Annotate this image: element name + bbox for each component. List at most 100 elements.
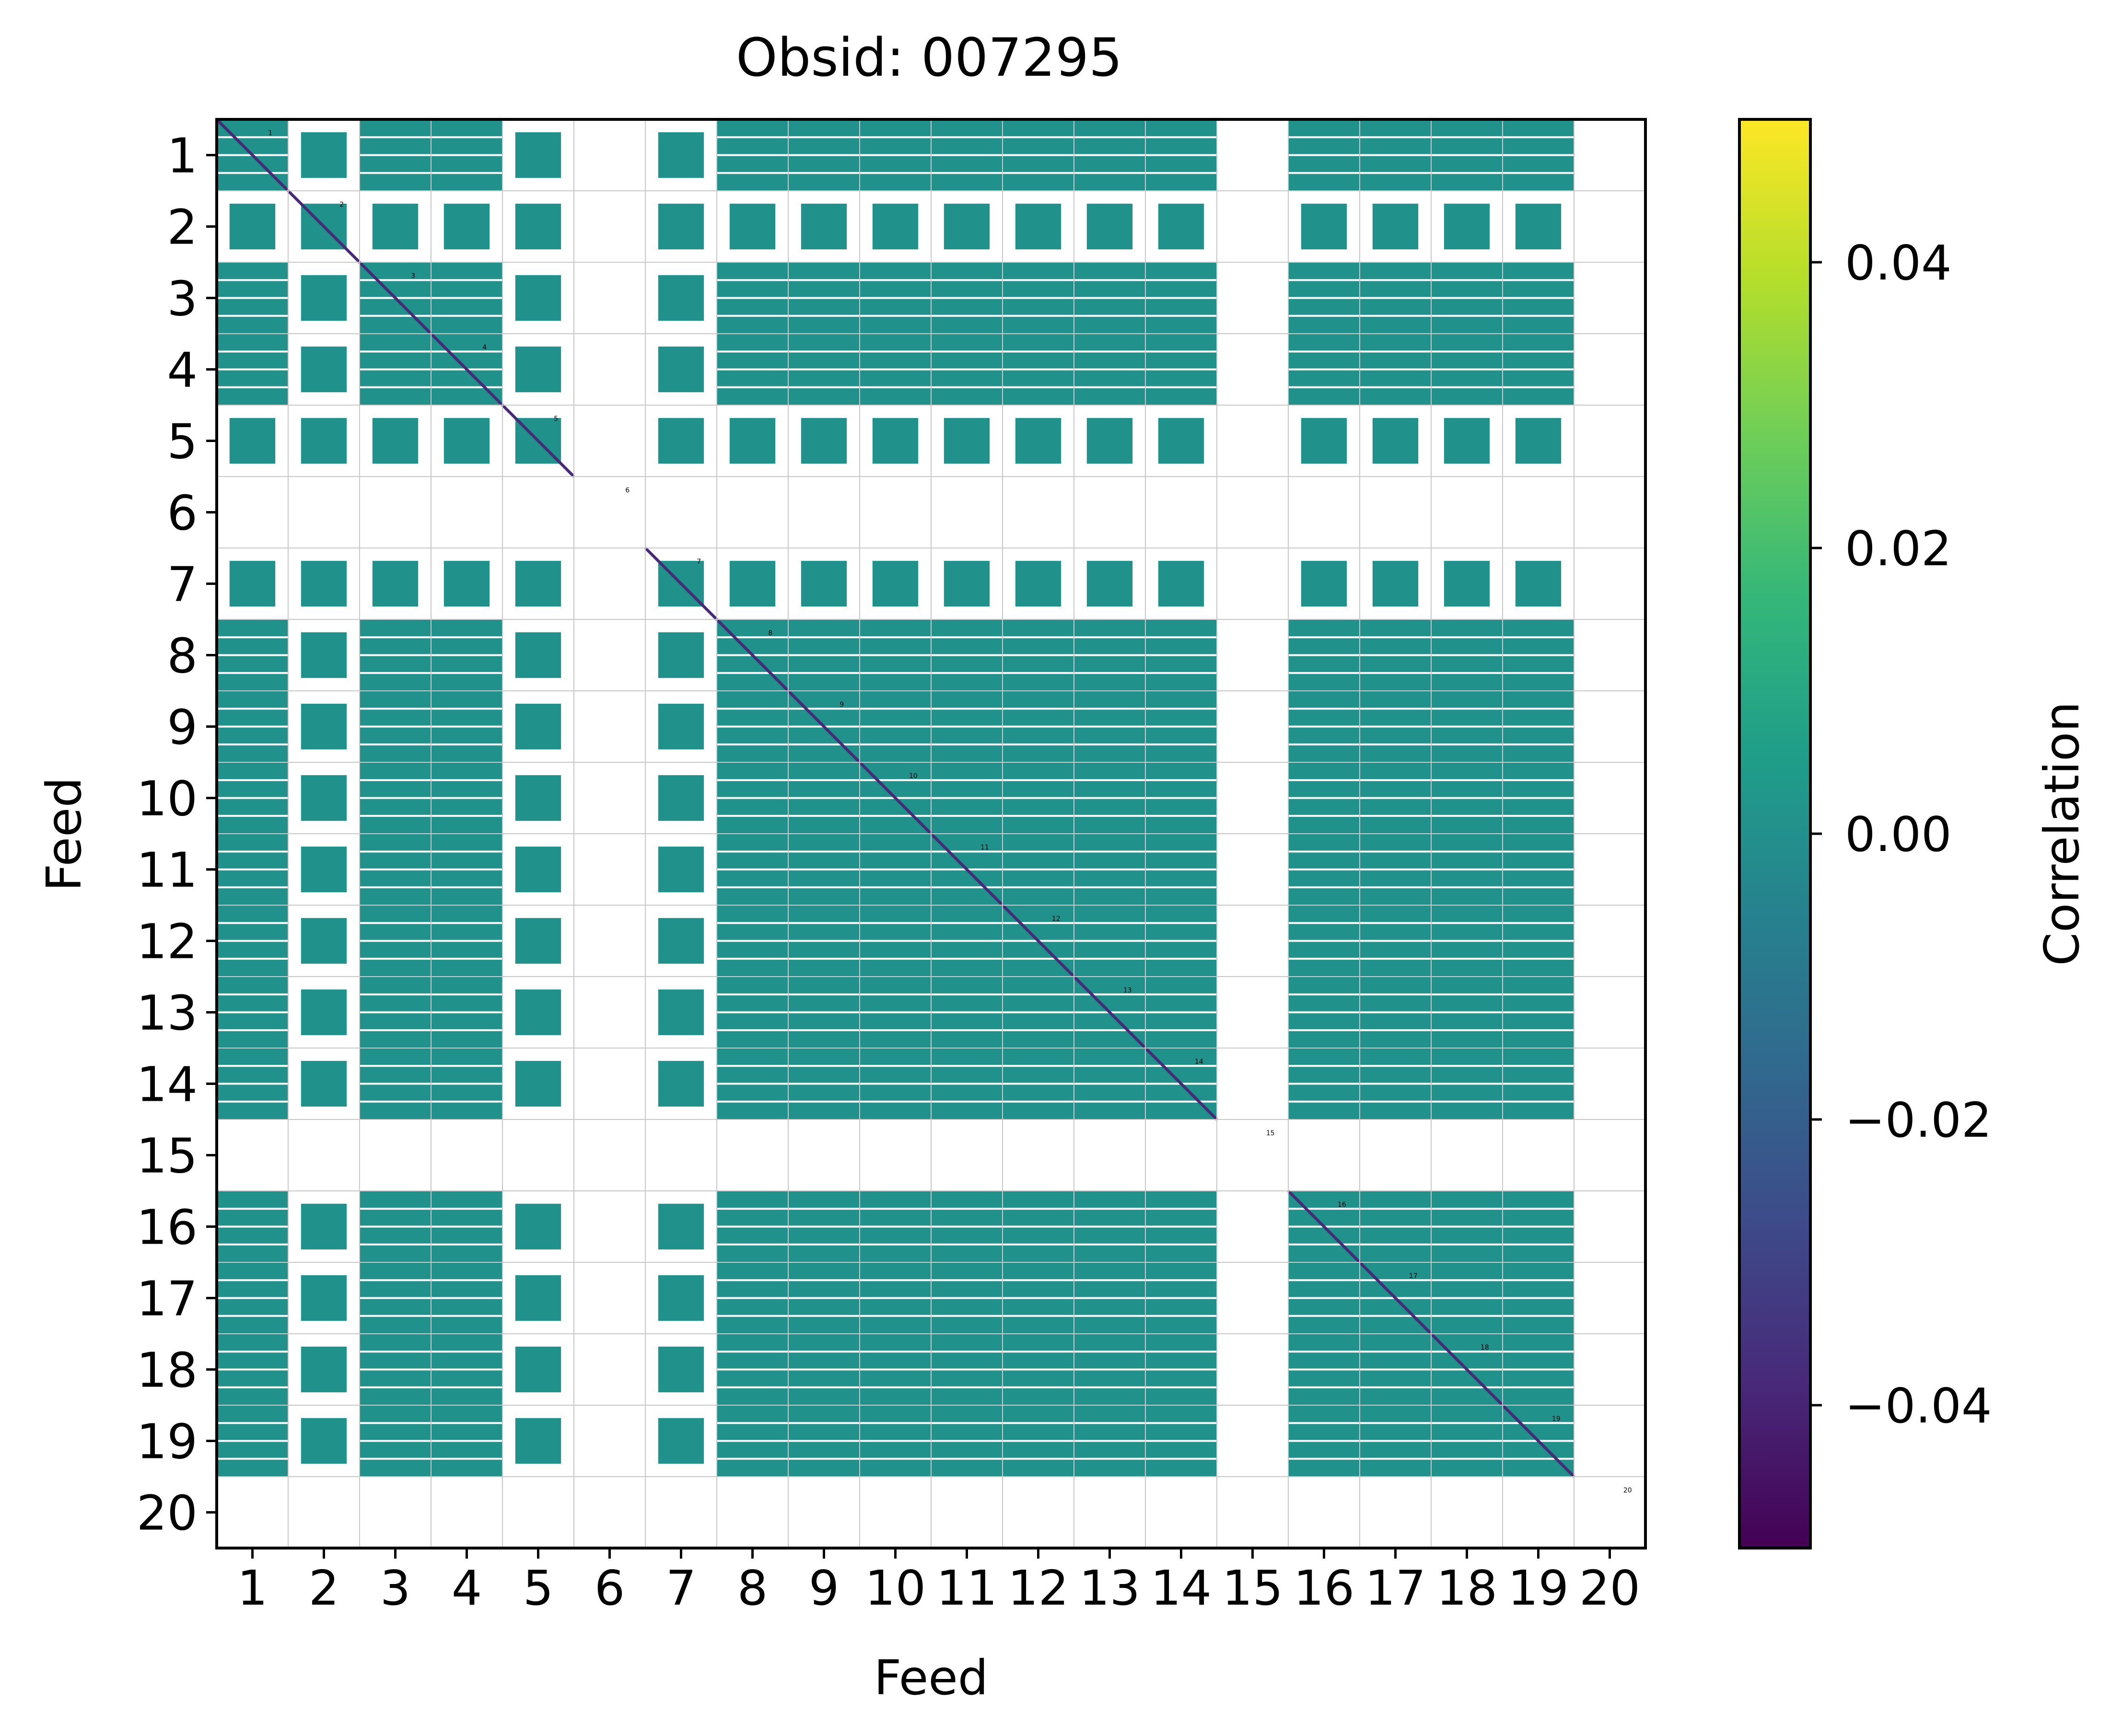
heatmap-cell-2-13 <box>1086 203 1133 250</box>
y-tick-label: 8 <box>167 628 198 684</box>
heatmap-cell-19-7 <box>658 1418 704 1464</box>
heatmap-cell-16-5 <box>515 1203 561 1250</box>
x-tick-label: 19 <box>1508 1560 1569 1616</box>
diagonal-label: 3 <box>411 272 415 280</box>
heatmap-cell-13-5 <box>515 989 561 1036</box>
x-axis-ticks: 1 2 3 4 5 6 7 8 9 10 11 12 13 14 15 16 17 18 19 20 <box>237 1548 1640 1616</box>
y-tick-label: 16 <box>137 1200 198 1256</box>
x-tick-label: 10 <box>865 1560 926 1616</box>
diagonal-label: 6 <box>625 487 630 494</box>
heatmap-cell-17-7 <box>658 1275 704 1321</box>
heatmap-cell-3-7 <box>658 275 704 321</box>
y-tick-label: 12 <box>137 914 198 970</box>
heatmap-cell-14-2 <box>301 1060 347 1107</box>
diagonal-cell-1 <box>215 118 290 192</box>
heatmap-cell-5-9 <box>801 418 847 464</box>
x-tick-label: 15 <box>1222 1560 1283 1616</box>
heatmap-cell-2-7 <box>658 203 704 250</box>
heatmap-cell-5-7 <box>658 418 704 464</box>
heatmap-cell-2-5 <box>515 203 561 250</box>
diagonal-label: 2 <box>339 201 344 209</box>
heatmap-cell-12-7 <box>658 918 704 964</box>
heatmap-cell-7-12 <box>1015 560 1061 607</box>
y-tick-label: 20 <box>137 1485 198 1541</box>
heatmap-cell-2-1 <box>229 203 276 250</box>
heatmap-cell-2-16 <box>1301 203 1347 250</box>
x-tick-label: 7 <box>666 1560 697 1616</box>
y-tick-label: 18 <box>137 1342 198 1398</box>
diagonal-label: 14 <box>1195 1058 1203 1066</box>
diagonal-label: 7 <box>697 558 701 566</box>
heatmap-cell-13-7 <box>658 989 704 1036</box>
heatmap-cell-10-2 <box>301 775 347 821</box>
colorbar-ticks: −0.04 −0.02 0.00 0.02 0.04 <box>1810 235 1992 1434</box>
heatmap-cell-8-7 <box>658 632 704 678</box>
heatmap-cell-17-2 <box>301 1275 347 1321</box>
heatmap-cell-7-13 <box>1086 560 1133 607</box>
heatmap-cell-5-16 <box>1301 418 1347 464</box>
diagonal-cell-18 <box>1430 1332 1504 1407</box>
heatmap-cell-11-5 <box>515 846 561 893</box>
chart-title: Obsid: 007295 <box>736 27 1122 88</box>
diagonal-cell-5 <box>501 404 575 478</box>
heatmap-cell-5-1 <box>229 418 276 464</box>
y-tick-label: 7 <box>167 557 198 613</box>
x-tick-label: 1 <box>237 1560 268 1616</box>
x-tick-label: 16 <box>1294 1560 1354 1616</box>
y-tick-label: 15 <box>137 1128 198 1184</box>
heatmap-cell-7-14 <box>1158 560 1204 607</box>
heatmap-cell-2-19 <box>1515 203 1562 250</box>
heatmap-cell-14-5 <box>515 1060 561 1107</box>
heatmap-cell-5-2 <box>301 418 347 464</box>
x-tick-label: 20 <box>1579 1560 1640 1616</box>
y-tick-label: 13 <box>137 985 198 1041</box>
heatmap-cell-4-7 <box>658 346 704 393</box>
heatmap-cell-7-4 <box>443 560 490 607</box>
heatmap-cell-13-2 <box>301 989 347 1036</box>
diagonal-label: 15 <box>1266 1130 1275 1137</box>
heatmap-cell-5-13 <box>1086 418 1133 464</box>
diagonal-label: 4 <box>482 344 487 351</box>
x-tick-label: 12 <box>1008 1560 1069 1616</box>
y-tick-label: 5 <box>167 414 198 470</box>
heatmap-gridlines <box>217 119 1645 1548</box>
diagonal-label: 1 <box>268 129 272 137</box>
heatmap-cell-9-7 <box>658 703 704 750</box>
heatmap-cell-7-2 <box>301 560 347 607</box>
heatmap-cell-1-7 <box>658 132 704 178</box>
colorbar-label: Correlation <box>2034 701 2090 966</box>
diagonal-label: 13 <box>1123 987 1132 994</box>
diagonal-label: 12 <box>1052 915 1061 923</box>
y-tick-label: 17 <box>137 1271 198 1327</box>
colorbar-tick-label: −0.02 <box>1845 1092 1992 1148</box>
diagonal-label: 10 <box>909 772 918 780</box>
diagonal-cell-16 <box>1287 1189 1361 1264</box>
diagonal-cell-19 <box>1501 1404 1575 1478</box>
x-tick-label: 9 <box>809 1560 840 1616</box>
heatmap-cell-18-7 <box>658 1346 704 1393</box>
diagonal-cell-3 <box>358 261 432 335</box>
heatmap-cell-17-5 <box>515 1275 561 1321</box>
diagonal-label: 19 <box>1552 1415 1561 1423</box>
heatmap-frame <box>215 118 1647 1550</box>
diagonal-cell-13 <box>1073 975 1147 1049</box>
heatmap-cell-7-9 <box>801 560 847 607</box>
x-tick-label: 5 <box>523 1560 554 1616</box>
heatmap-cell-2-17 <box>1372 203 1419 250</box>
heatmap-cell-16-2 <box>301 1203 347 1250</box>
heatmap-cell-5-18 <box>1444 418 1490 464</box>
heatmap-cell-18-2 <box>301 1346 347 1393</box>
heatmap-cell-5-3 <box>372 418 419 464</box>
heatmap-cell-7-16 <box>1301 560 1347 607</box>
y-axis-label: Feed <box>36 777 92 892</box>
heatmap-cell-2-14 <box>1158 203 1204 250</box>
colorbar-tick-label: 0.02 <box>1845 521 1952 577</box>
heatmap-cell-5-12 <box>1015 418 1061 464</box>
heatmap-cell-2-18 <box>1444 203 1490 250</box>
heatmap-cell-9-5 <box>515 703 561 750</box>
x-tick-label: 17 <box>1365 1560 1426 1616</box>
y-tick-label: 3 <box>167 271 198 327</box>
heatmap-cell-7-1 <box>229 560 276 607</box>
